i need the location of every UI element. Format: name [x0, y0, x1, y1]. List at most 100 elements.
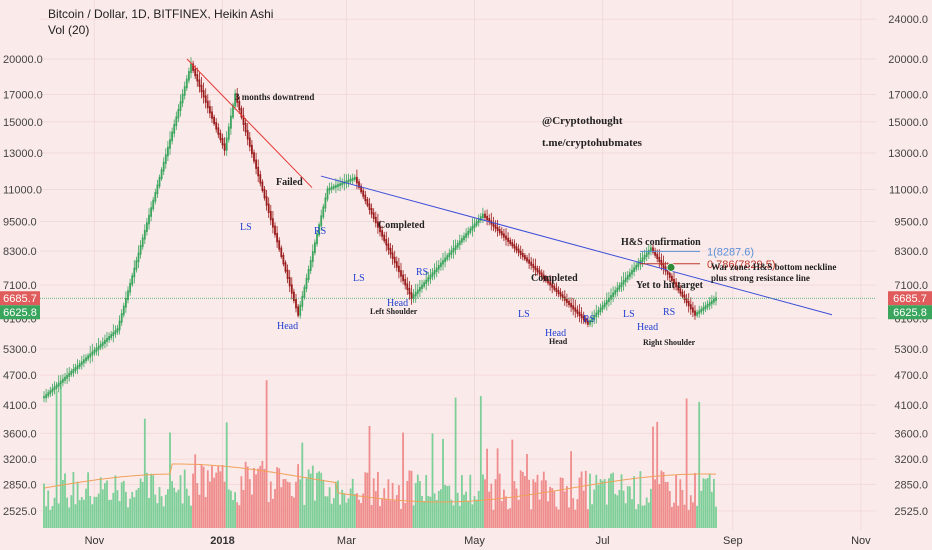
candle	[125, 298, 127, 308]
volume-bar	[526, 453, 528, 528]
annotation-yet-to-hit: Yet to hit target	[636, 280, 704, 291]
volume-bar	[486, 448, 488, 528]
candle	[542, 274, 545, 279]
volume-bar	[444, 484, 446, 528]
candle	[694, 310, 696, 316]
volume-indicator-label[interactable]: Vol (20)	[48, 23, 90, 37]
candle	[425, 279, 428, 285]
volume-bar	[536, 474, 539, 528]
annotation-left-shoulder: Left Shoulder	[370, 307, 418, 316]
volume-bar	[106, 480, 108, 528]
x-axis-label: Nov	[851, 535, 871, 547]
candle	[530, 261, 533, 266]
pattern-head-1: Head	[277, 321, 298, 332]
pattern-head-4: Head	[637, 322, 658, 333]
candle	[713, 298, 715, 303]
volume-bar	[559, 477, 562, 528]
volume-bar	[297, 464, 299, 528]
volume-bar	[101, 489, 104, 528]
volume-bar	[700, 490, 703, 528]
candle	[251, 144, 253, 155]
volume-bar	[55, 390, 58, 528]
volume-bar	[259, 465, 262, 528]
volume-bar	[440, 489, 442, 528]
symbol-title[interactable]: Bitcoin / Dollar, 1D, BITFINEX, Heikin A…	[48, 7, 274, 21]
candle	[526, 257, 528, 262]
volume-bar	[204, 497, 207, 528]
candle	[622, 280, 625, 285]
volume-bar	[681, 490, 684, 528]
volume-bar	[500, 501, 503, 528]
candle	[658, 256, 661, 263]
volume-bar	[242, 490, 245, 528]
volume-bar	[654, 479, 656, 528]
volume-bar	[253, 468, 255, 528]
annotation-head-small: Head	[549, 337, 568, 346]
candle	[290, 284, 293, 294]
candle	[381, 230, 383, 237]
volume-bar	[524, 476, 526, 528]
volume-bar	[618, 489, 621, 528]
annotation-failed: Failed	[276, 177, 303, 188]
candle	[650, 247, 652, 252]
candle	[301, 295, 304, 307]
y-axis-label-left: 11000.0	[3, 185, 42, 197]
candle	[356, 176, 358, 184]
candle	[511, 242, 514, 247]
volume-bar	[324, 496, 327, 528]
candle	[389, 247, 392, 255]
candle	[414, 291, 417, 297]
candle	[295, 299, 297, 309]
candle	[326, 188, 329, 200]
volume-bar	[404, 502, 407, 528]
candle	[603, 302, 606, 308]
candle	[402, 274, 404, 282]
candle	[404, 279, 407, 286]
price-badge-left	[0, 305, 40, 320]
candle	[679, 288, 682, 294]
volume-bar	[194, 454, 197, 528]
candle	[337, 184, 339, 187]
candle	[351, 177, 354, 181]
volume-bar	[227, 489, 230, 528]
annotation-completed-2: Completed	[531, 273, 578, 284]
volume-bar	[580, 471, 583, 528]
candle	[681, 291, 684, 297]
candle	[358, 181, 360, 188]
volume-bar	[454, 397, 457, 528]
price-badge-right-text: 6625.8	[893, 307, 927, 319]
candle	[248, 137, 251, 147]
candle	[99, 343, 102, 348]
candle	[347, 179, 350, 183]
candle	[629, 272, 631, 278]
volume-bar	[442, 438, 444, 528]
volume-bar	[198, 494, 201, 528]
candle	[240, 108, 243, 118]
volume-bar	[341, 489, 344, 528]
candle	[104, 339, 106, 344]
candle	[702, 307, 705, 311]
y-axis-label-left: 2850.0	[3, 479, 37, 491]
candle	[643, 254, 646, 260]
candle	[379, 225, 381, 233]
y-axis-label-right: 5300.0	[894, 344, 928, 356]
chart-header: Bitcoin / Dollar, 1D, BITFINEX, Heikin A…	[48, 6, 273, 38]
volume-bar	[509, 508, 512, 528]
y-axis-label-left: 4700.0	[3, 370, 37, 382]
volume-bar	[263, 468, 266, 528]
volume-bar	[150, 473, 152, 528]
candle	[437, 265, 440, 270]
volume-bar	[276, 467, 278, 528]
candle	[618, 285, 621, 290]
volume-bar	[605, 504, 608, 528]
volume-bar	[362, 493, 365, 528]
candle	[188, 71, 190, 81]
volume-bar	[482, 474, 484, 528]
candle	[177, 108, 180, 119]
pattern-head-3: Head	[545, 328, 566, 339]
candle	[374, 216, 377, 224]
volume-bar	[183, 469, 186, 528]
volume-bar	[450, 499, 453, 528]
